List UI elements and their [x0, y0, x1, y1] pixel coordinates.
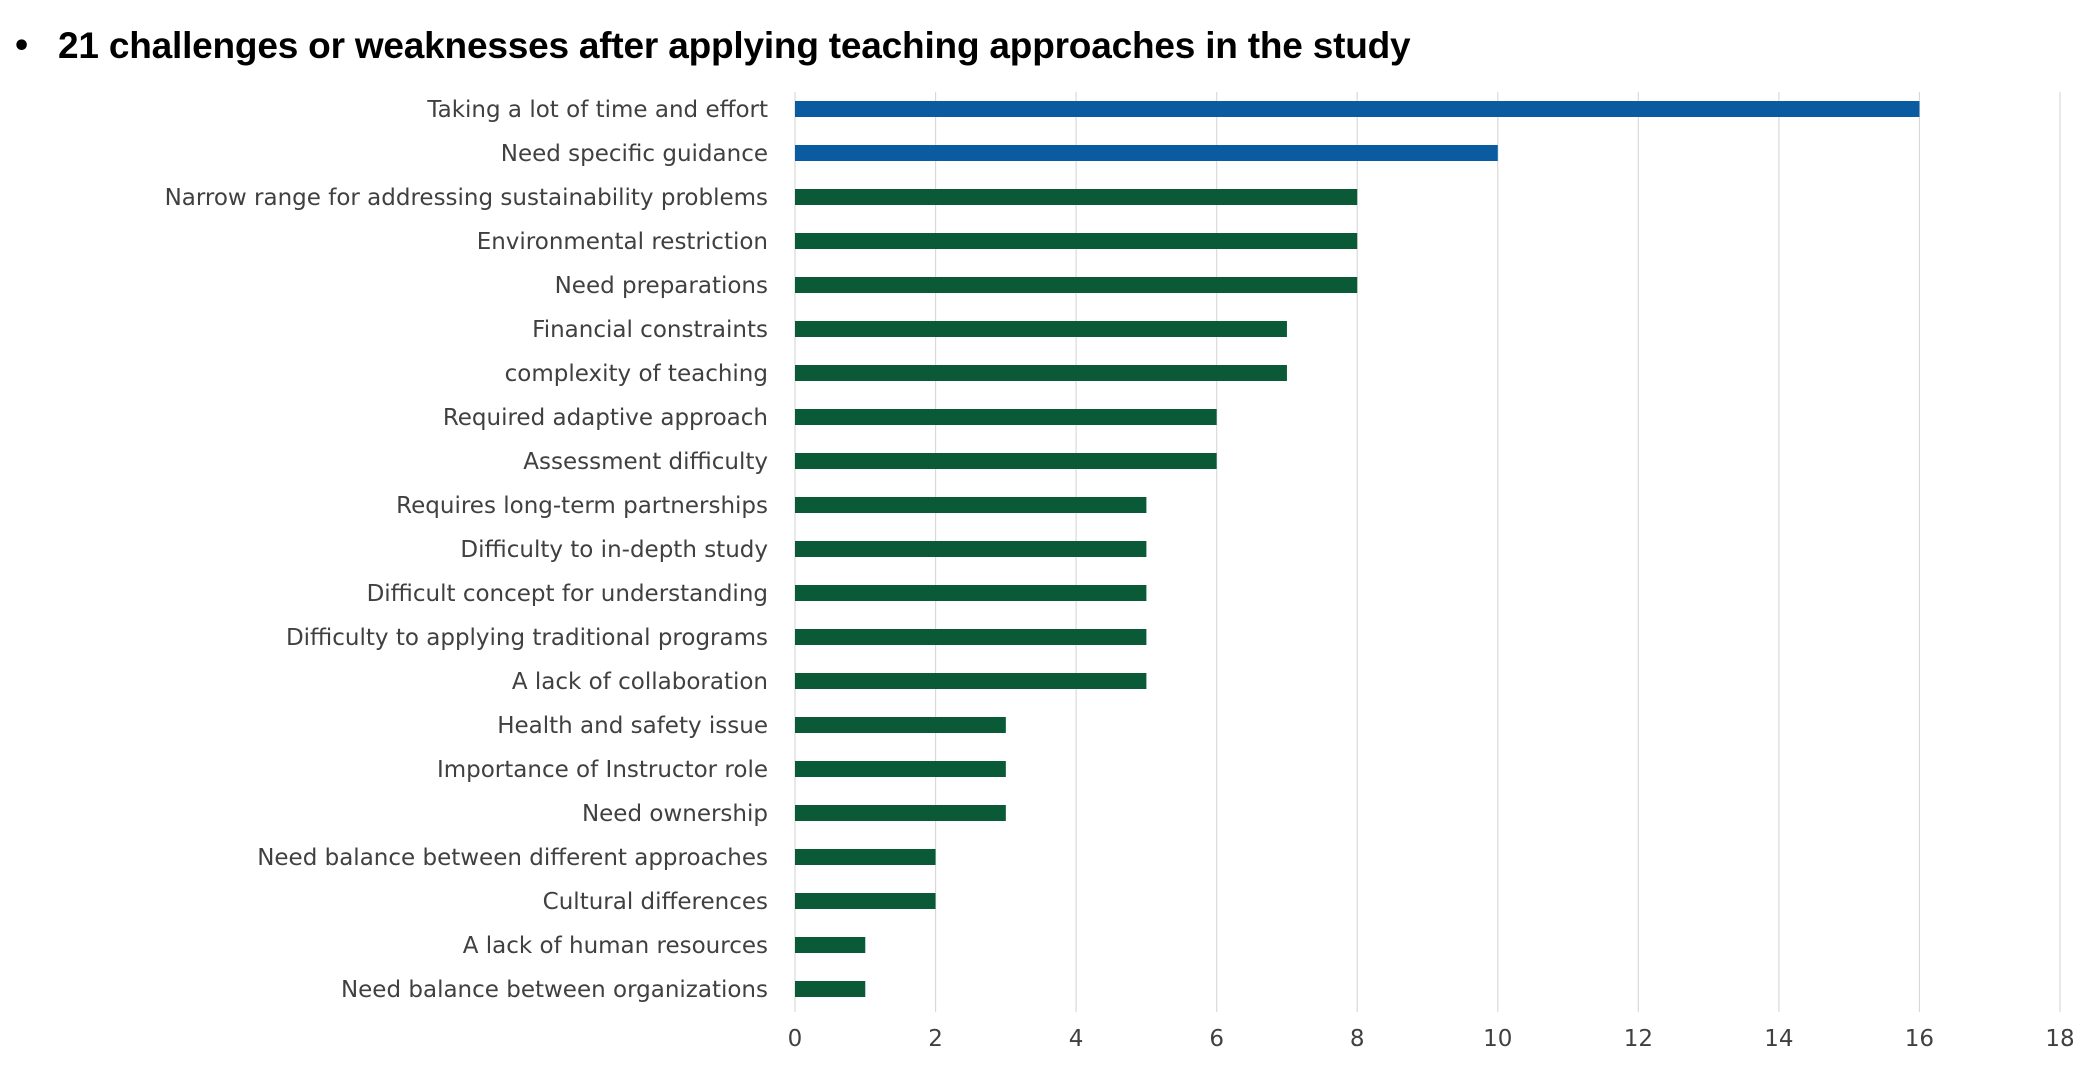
category-label: Taking a lot of time and effort [426, 97, 768, 123]
category-label: Health and safety issue [497, 713, 768, 739]
bar [795, 365, 1287, 381]
category-label: Need specific guidance [501, 141, 768, 167]
bar [795, 761, 1006, 777]
category-label: Requires long-term partnerships [396, 493, 768, 519]
category-label: Difficulty to applying traditional progr… [286, 625, 768, 651]
chart-title: 21 challenges or weaknesses after applyi… [58, 25, 1411, 66]
x-tick-label: 18 [2045, 1026, 2074, 1052]
category-label: Need preparations [555, 273, 768, 299]
bar [795, 453, 1217, 469]
category-label: complexity of teaching [505, 361, 768, 387]
bar [795, 893, 936, 909]
category-label: Need balance between organizations [341, 977, 768, 1003]
category-label: Assessment difficulty [523, 449, 768, 475]
bar [795, 629, 1147, 645]
category-label: Required adaptive approach [443, 405, 768, 431]
category-label: Difficulty to in-depth study [460, 537, 768, 563]
bar [795, 497, 1147, 513]
bar [795, 101, 1920, 117]
bar [795, 541, 1147, 557]
category-label: Difficult concept for understanding [367, 581, 768, 607]
x-tick-label: 8 [1350, 1026, 1365, 1052]
bar [795, 849, 936, 865]
bar [795, 585, 1147, 601]
bar [795, 717, 1006, 733]
x-tick-label: 6 [1209, 1026, 1224, 1052]
category-label: Cultural differences [543, 889, 768, 915]
x-tick-label: 10 [1483, 1026, 1512, 1052]
x-tick-label: 16 [1905, 1026, 1934, 1052]
bullet-icon: • [12, 28, 32, 64]
bar [795, 233, 1358, 249]
category-label: A lack of human resources [463, 933, 768, 959]
bar [795, 189, 1358, 205]
bar [795, 321, 1287, 337]
x-tick-label: 2 [928, 1026, 943, 1052]
bar [795, 277, 1358, 293]
chart-title-row: • 21 challenges or weaknesses after appl… [12, 18, 1411, 74]
x-tick-label: 0 [788, 1026, 803, 1052]
category-label: Need ownership [582, 801, 768, 827]
bar [795, 145, 1498, 161]
category-label: Financial constraints [532, 317, 768, 343]
category-label: Environmental restriction [477, 229, 768, 255]
x-tick-label: 4 [1069, 1026, 1084, 1052]
category-label: Narrow range for addressing sustainabili… [165, 185, 768, 211]
bar [795, 981, 866, 997]
category-label: Importance of Instructor role [437, 757, 768, 783]
x-tick-label: 12 [1624, 1026, 1653, 1052]
category-label: Need balance between different approache… [257, 845, 768, 871]
bar [795, 673, 1147, 689]
category-label: A lack of collaboration [512, 669, 768, 695]
bar [795, 409, 1217, 425]
bar [795, 937, 866, 953]
bar [795, 805, 1006, 821]
x-tick-label: 14 [1764, 1026, 1793, 1052]
